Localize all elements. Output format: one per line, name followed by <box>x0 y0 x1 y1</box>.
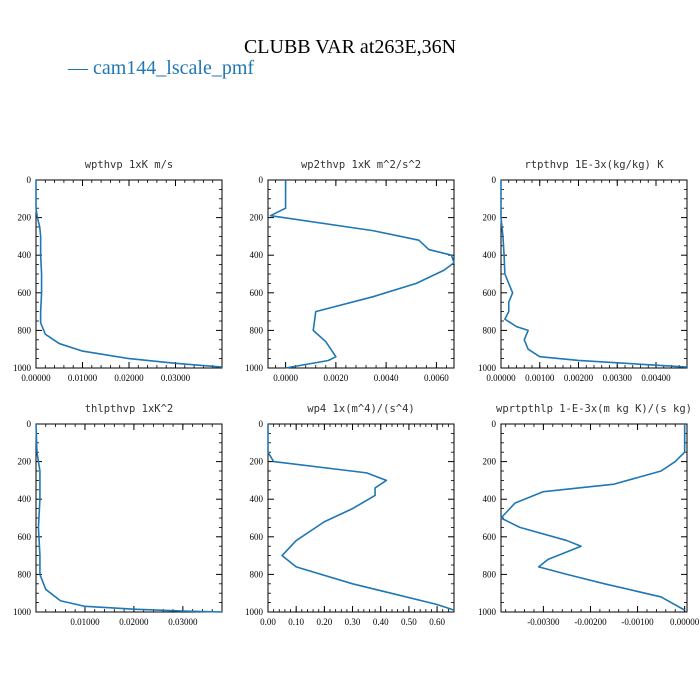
x-tick-label: 0.00200 <box>564 373 594 383</box>
x-tick-label: 0.00 <box>260 617 276 627</box>
x-tick-label: 0.01000 <box>70 617 100 627</box>
x-tick-label: 0.03000 <box>161 373 191 383</box>
y-tick-label: 0 <box>259 419 264 429</box>
plot-title: rtpthvp 1E-3x(kg/kg) K <box>524 159 664 171</box>
y-tick-label: 800 <box>250 569 264 579</box>
figure-title: CLUBB VAR at263E,36N <box>243 36 457 58</box>
y-tick-label: 0 <box>27 419 32 429</box>
x-tick-label: 0.30 <box>345 617 361 627</box>
x-tick-label: 0.00000 <box>670 617 700 627</box>
x-tick-label: 0.60 <box>429 617 445 627</box>
x-tick-label: 0.0040 <box>374 373 399 383</box>
series-line <box>35 423 223 613</box>
y-tick-label: 600 <box>18 288 32 298</box>
y-tick-label: 200 <box>483 457 497 467</box>
x-tick-label: 0.02000 <box>119 617 149 627</box>
x-tick-label: 0.50 <box>401 617 417 627</box>
y-tick-label: 1000 <box>13 363 32 373</box>
plot-title: wp4 1x(m^4)/(s^4) <box>307 403 414 415</box>
x-tick-label: 0.0060 <box>424 373 449 383</box>
x-tick-label: 0.20 <box>316 617 332 627</box>
x-tick-label: 0.03000 <box>168 617 198 627</box>
plot-frame <box>267 179 455 369</box>
series-line <box>269 180 455 369</box>
x-tick-label: 0.10 <box>288 617 304 627</box>
y-tick-label: 1000 <box>245 363 264 373</box>
y-tick-label: 400 <box>483 250 497 260</box>
plot-title: wp2thvp 1xK m^2/s^2 <box>301 159 421 171</box>
y-tick-label: 800 <box>18 325 32 335</box>
plot-panel-3: rtpthvp 1E-3x(kg/kg) K020040060080010000… <box>478 159 688 383</box>
plot-frame <box>500 179 688 369</box>
x-tick-label: 0.0020 <box>323 373 348 383</box>
plot-title: wprtpthlp 1-E-3x(m kg K)/(s kg) <box>496 403 692 415</box>
plot-frame <box>500 423 688 613</box>
y-tick-label: 400 <box>18 494 32 504</box>
y-tick-label: 1000 <box>245 607 264 617</box>
x-tick-label: 0.00300 <box>603 373 633 383</box>
y-tick-label: 200 <box>250 213 264 223</box>
x-tick-label: 0.00400 <box>641 373 671 383</box>
y-tick-label: 600 <box>18 532 32 542</box>
y-tick-label: 1000 <box>478 607 497 617</box>
series-line <box>35 180 223 368</box>
y-tick-label: 400 <box>483 494 497 504</box>
plot-title: thlpthvp 1xK^2 <box>85 403 174 415</box>
x-tick-label: 0.02000 <box>114 373 144 383</box>
plot-title: wpthvp 1xK m/s <box>85 159 174 171</box>
y-tick-label: 1000 <box>478 363 497 373</box>
plot-frame <box>267 423 455 613</box>
y-tick-label: 200 <box>483 213 497 223</box>
x-tick-label: -0.00300 <box>527 617 560 627</box>
y-tick-label: 400 <box>250 250 264 260</box>
y-tick-label: 600 <box>483 288 497 298</box>
x-tick-label: 0.00000 <box>486 373 516 383</box>
y-tick-label: 800 <box>18 569 32 579</box>
x-tick-label: 0.00000 <box>21 373 51 383</box>
y-tick-label: 600 <box>250 288 264 298</box>
x-tick-label: 0.40 <box>373 617 389 627</box>
y-tick-label: 0 <box>259 175 264 185</box>
y-tick-label: 0 <box>492 175 497 185</box>
series-line <box>267 424 455 611</box>
y-tick-label: 1000 <box>13 607 32 617</box>
y-tick-label: 800 <box>483 569 497 579</box>
plot-panel-4: thlpthvp 1xK^2 0 200 400 600 800 1000 0.01000 0.… <box>13 403 223 627</box>
x-tick-label: -0.00200 <box>574 617 607 627</box>
y-tick-label: 600 <box>250 532 264 542</box>
y-tick-label: 800 <box>250 325 264 335</box>
x-tick-label: 0.00100 <box>525 373 555 383</box>
x-tick-label: 0.01000 <box>68 373 98 383</box>
y-tick-label: 200 <box>250 457 264 467</box>
y-tick-label: 400 <box>18 250 32 260</box>
y-tick-label: 200 <box>18 213 32 223</box>
series-line <box>500 180 688 368</box>
x-tick-label: -0.00100 <box>621 617 654 627</box>
x-tick-label: 0.0000 <box>273 373 298 383</box>
y-tick-label: 800 <box>483 325 497 335</box>
plot-frame <box>35 423 223 613</box>
legend-entry: — cam144_lscale_pmf <box>68 57 255 79</box>
series-line <box>500 424 686 611</box>
plot-frame <box>35 179 223 369</box>
y-tick-label: 0 <box>492 419 497 429</box>
y-tick-label: 0 <box>27 175 32 185</box>
plot-panel-6: wprtpthlp 1-E-3x(m kg K)/(s kg) 0 200 400 60… <box>478 403 700 627</box>
plot-panel-2: wp2thvp 1xK m^2/s^2 0 200 400 600 800 1000 0.00… <box>245 159 455 383</box>
y-tick-label: 600 <box>483 532 497 542</box>
y-tick-label: 200 <box>18 457 32 467</box>
y-tick-label: 400 <box>250 494 264 504</box>
